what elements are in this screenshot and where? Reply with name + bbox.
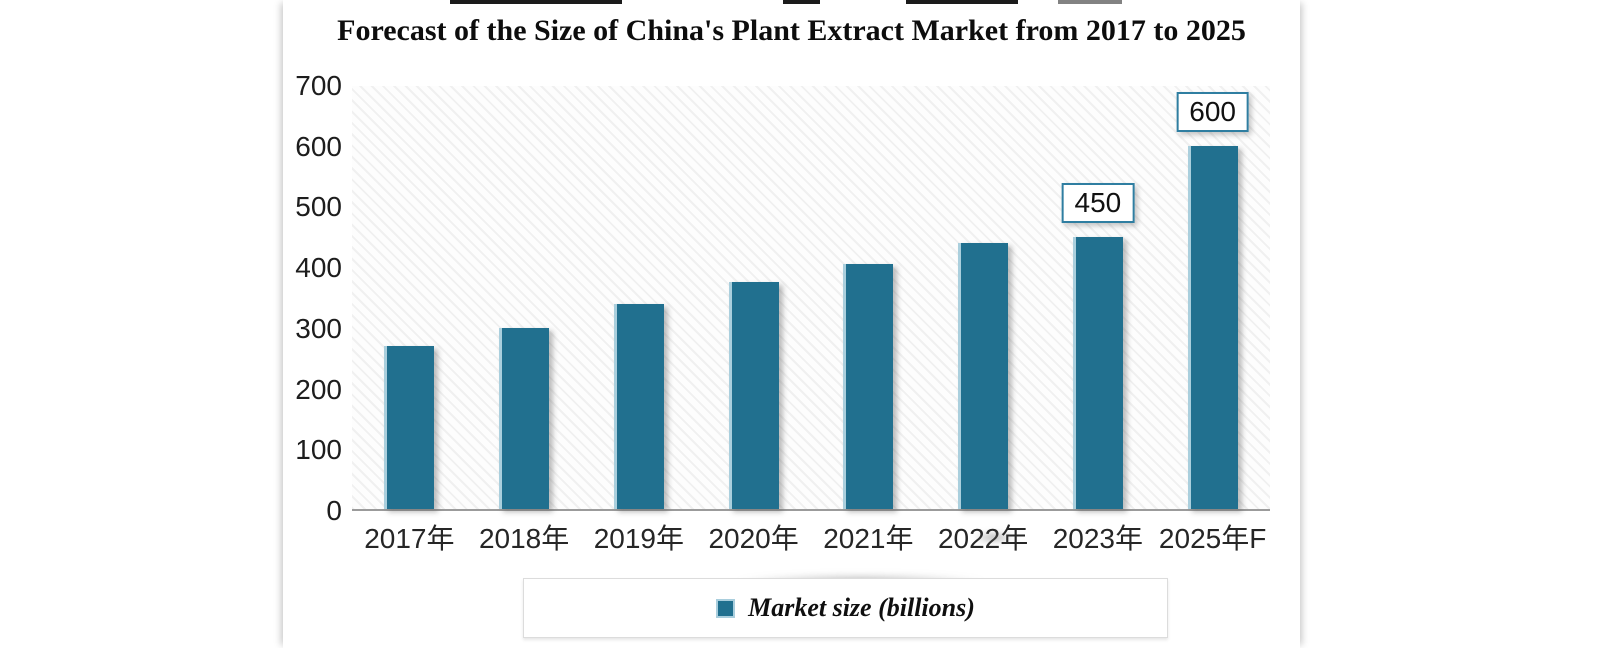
x-axis-labels: 2017年 2018年 2019年 2020年 2021年 2022年 2023年 2025年… [352, 517, 1270, 557]
y-tick-label: 300 [295, 312, 342, 344]
x-axis-label: 2017年 [364, 523, 455, 554]
bar-column [352, 86, 467, 509]
bar [384, 345, 435, 509]
y-tick-label: 600 [295, 130, 342, 162]
data-label-box: 450 [1061, 183, 1135, 224]
y-tick-label: 500 [295, 191, 342, 223]
bar-column: 600 [1155, 86, 1270, 509]
plot-area: 450 600 [352, 86, 1270, 511]
bar [1187, 146, 1238, 509]
x-axis-label: 2022年 [937, 523, 1029, 554]
bar-series: 450 600 [352, 86, 1270, 509]
bar-column [467, 86, 582, 509]
y-tick-label: 200 [295, 373, 342, 405]
cropped-top-artifact [783, 0, 820, 4]
bar-column [926, 86, 1041, 509]
y-tick-label: 0 [326, 495, 342, 526]
x-axis-label: 2023年 [1052, 523, 1144, 554]
bar [958, 243, 1009, 509]
y-tick-label: 400 [295, 252, 342, 284]
bar [613, 303, 664, 509]
bar-column: 450 [1041, 86, 1156, 509]
x-axis-label: 2018年 [478, 523, 570, 554]
y-tick-label: 100 [295, 434, 342, 466]
x-axis-label: 2021年 [823, 523, 914, 554]
bar [499, 327, 550, 509]
cropped-top-artifact [906, 0, 1018, 4]
x-axis-label: 2025年F [1158, 523, 1267, 554]
x-axis-label: 2019年 [593, 523, 685, 554]
bar [1072, 237, 1123, 509]
cropped-top-artifact [1058, 0, 1122, 4]
legend: Market size (billions) [523, 578, 1168, 638]
bar-column [582, 86, 697, 509]
legend-marker-square [716, 598, 736, 618]
y-axis: 0 100 200 300 400 500 600 700 [280, 0, 342, 648]
cropped-top-artifact [450, 0, 622, 4]
y-tick-label: 700 [295, 70, 342, 101]
chart-title: Forecast of the Size of China's Plant Ex… [337, 14, 1246, 47]
legend-label: Market size (billions) [748, 593, 975, 622]
data-label-box: 600 [1176, 92, 1249, 133]
x-axis-label: 2020年 [708, 523, 799, 554]
bar-column [696, 86, 811, 509]
bar [728, 282, 779, 509]
bar-column [811, 86, 926, 509]
bar [843, 264, 894, 509]
